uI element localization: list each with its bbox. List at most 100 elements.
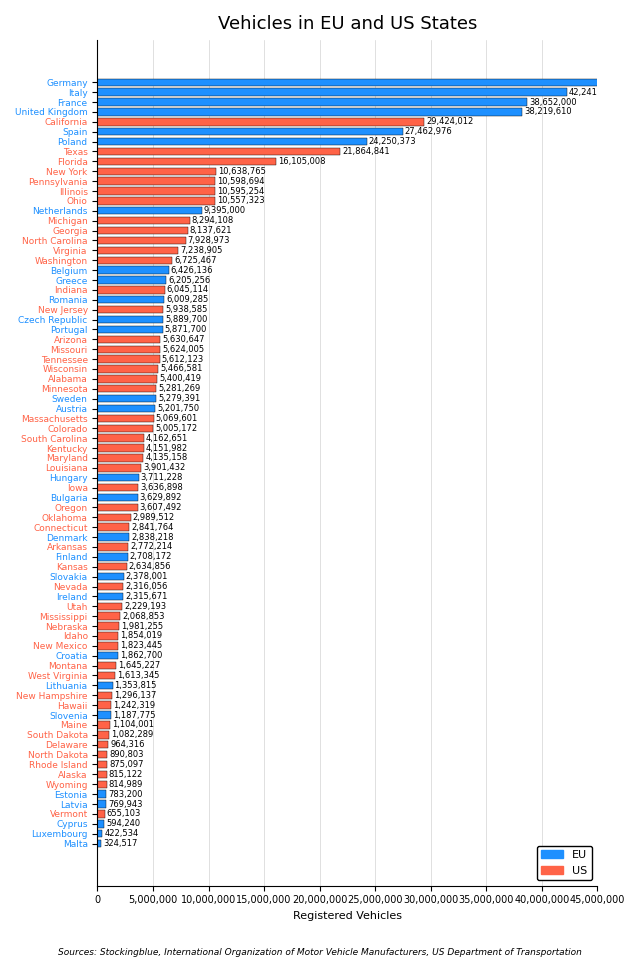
Text: 769,943: 769,943 [108, 800, 143, 808]
Bar [97, 325, 163, 333]
Title: Vehicles in EU and US States: Vehicles in EU and US States [218, 15, 477, 33]
Bar [97, 286, 164, 294]
Text: 2,378,001: 2,378,001 [126, 572, 168, 581]
Text: 38,652,000: 38,652,000 [529, 98, 577, 107]
Bar [97, 148, 340, 156]
Text: 1,854,019: 1,854,019 [120, 632, 162, 640]
Text: 10,557,323: 10,557,323 [217, 197, 264, 205]
Bar [97, 217, 189, 225]
Text: 16,105,008: 16,105,008 [278, 156, 326, 166]
Bar [97, 207, 202, 214]
Bar [97, 168, 216, 175]
Text: 5,612,123: 5,612,123 [162, 354, 204, 364]
Text: 29,424,012: 29,424,012 [426, 117, 474, 127]
Text: 3,607,492: 3,607,492 [140, 503, 182, 512]
Text: 1,613,345: 1,613,345 [117, 671, 160, 680]
Bar [97, 790, 106, 798]
Text: 1,242,319: 1,242,319 [113, 701, 156, 709]
Text: 5,400,419: 5,400,419 [159, 374, 202, 383]
Bar [97, 553, 127, 561]
Bar [97, 691, 112, 699]
Bar [97, 79, 636, 86]
Bar [97, 306, 163, 313]
Text: 24,250,373: 24,250,373 [369, 137, 417, 146]
Legend: EU, US: EU, US [536, 846, 592, 880]
Bar [97, 732, 109, 738]
Text: 9,395,000: 9,395,000 [204, 206, 246, 215]
Bar [97, 187, 215, 195]
Text: 10,638,765: 10,638,765 [218, 167, 266, 176]
Bar [97, 464, 141, 471]
Text: 5,624,005: 5,624,005 [162, 345, 204, 353]
Text: 5,871,700: 5,871,700 [164, 324, 207, 334]
Bar [97, 267, 169, 274]
Text: 1,862,700: 1,862,700 [120, 651, 163, 660]
Text: 1,082,289: 1,082,289 [111, 731, 154, 739]
Text: 5,466,581: 5,466,581 [160, 365, 203, 373]
Bar [97, 227, 188, 234]
Text: 815,122: 815,122 [109, 770, 143, 779]
Bar [97, 98, 527, 106]
Bar [97, 336, 160, 343]
Text: 8,137,621: 8,137,621 [190, 226, 232, 235]
Text: 2,772,214: 2,772,214 [131, 542, 173, 551]
Bar [97, 346, 160, 353]
Text: 5,938,585: 5,938,585 [165, 305, 208, 314]
Bar [97, 603, 122, 610]
Bar [97, 504, 138, 511]
Text: 7,928,973: 7,928,973 [188, 236, 230, 245]
Bar [97, 573, 124, 581]
Text: 7,238,905: 7,238,905 [180, 246, 222, 254]
Text: 2,316,056: 2,316,056 [125, 582, 168, 591]
Bar [97, 276, 166, 284]
Bar [97, 652, 118, 660]
Text: 1,645,227: 1,645,227 [118, 661, 160, 670]
Text: 5,630,647: 5,630,647 [162, 335, 205, 344]
Bar [97, 247, 178, 254]
Bar [97, 661, 116, 669]
Text: 6,009,285: 6,009,285 [166, 296, 209, 304]
Bar [97, 424, 153, 432]
Text: 2,989,512: 2,989,512 [132, 513, 175, 522]
Bar [97, 801, 106, 807]
Text: 27,462,976: 27,462,976 [404, 127, 452, 136]
Text: 2,315,671: 2,315,671 [125, 592, 168, 601]
Text: 2,708,172: 2,708,172 [129, 552, 172, 562]
Bar [97, 444, 143, 452]
Text: 6,045,114: 6,045,114 [166, 285, 209, 295]
Bar [97, 237, 186, 244]
Text: 5,201,750: 5,201,750 [157, 404, 200, 413]
Bar [97, 592, 123, 600]
Bar [97, 493, 138, 501]
Bar [97, 702, 111, 708]
Text: 2,068,853: 2,068,853 [122, 612, 165, 621]
Bar [97, 355, 160, 363]
Text: 6,725,467: 6,725,467 [174, 255, 217, 265]
Text: 4,135,158: 4,135,158 [145, 453, 188, 463]
Bar [97, 534, 129, 540]
Bar [97, 474, 139, 482]
Bar [97, 622, 120, 630]
Bar [97, 405, 156, 412]
Text: 5,889,700: 5,889,700 [165, 315, 207, 324]
Text: 2,838,218: 2,838,218 [131, 533, 173, 541]
Bar [97, 375, 157, 383]
Text: 1,981,255: 1,981,255 [122, 621, 164, 631]
Bar [97, 296, 164, 303]
Bar [97, 108, 522, 115]
Text: 3,711,228: 3,711,228 [141, 473, 183, 482]
Text: 964,316: 964,316 [110, 740, 145, 749]
Text: 10,598,694: 10,598,694 [217, 177, 265, 185]
Text: 814,989: 814,989 [109, 780, 143, 789]
Bar [97, 672, 115, 680]
Bar [97, 514, 131, 521]
Text: 1,104,001: 1,104,001 [112, 720, 154, 730]
Bar [97, 395, 156, 402]
Bar [97, 454, 143, 462]
Text: 21,864,841: 21,864,841 [342, 147, 390, 156]
Bar [97, 138, 367, 145]
Bar [97, 157, 276, 165]
Bar [97, 583, 123, 590]
Text: 10,595,254: 10,595,254 [217, 186, 264, 196]
Text: 594,240: 594,240 [106, 819, 140, 828]
